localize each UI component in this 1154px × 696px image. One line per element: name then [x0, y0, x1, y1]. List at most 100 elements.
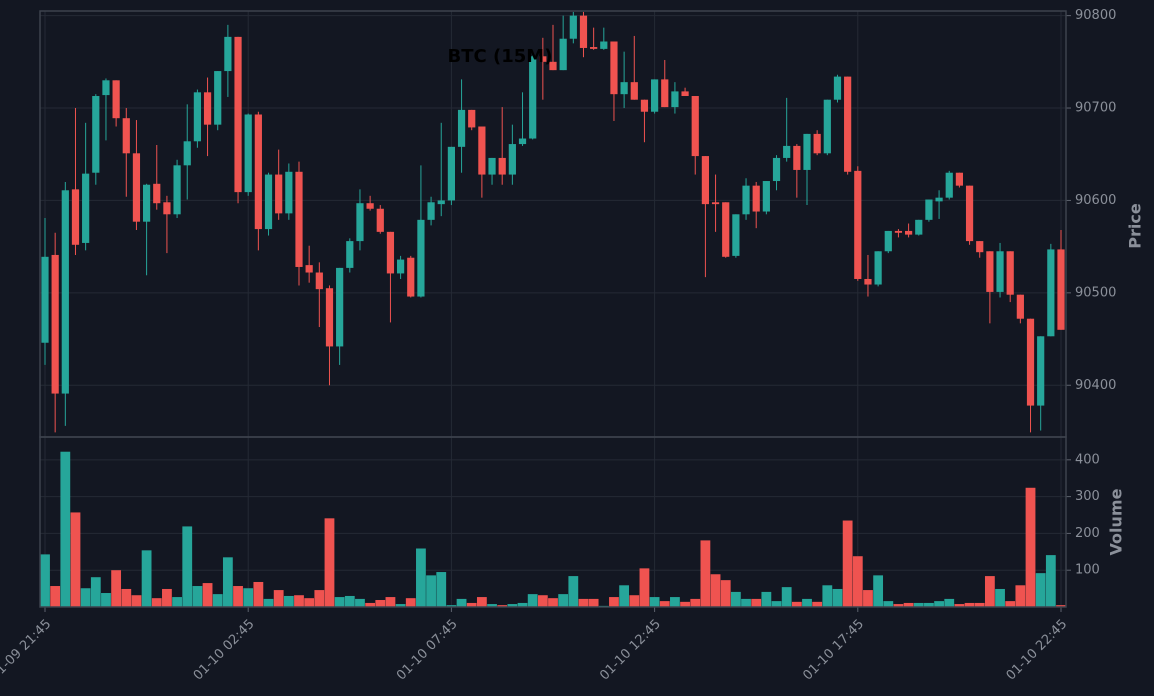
volume-bar — [852, 556, 863, 607]
volume-bar — [548, 598, 558, 607]
volume-bar — [50, 586, 61, 607]
candle-body — [752, 185, 760, 212]
volume-bar — [324, 518, 335, 607]
candle-body — [1057, 249, 1065, 330]
candle-body — [132, 153, 141, 222]
candle-body — [579, 15, 588, 48]
volume-bar — [263, 598, 274, 607]
candle-body — [884, 230, 892, 252]
candle-body — [386, 231, 395, 274]
candle-body — [112, 80, 120, 119]
candle-body — [214, 71, 222, 125]
volume-bar — [1035, 573, 1046, 607]
candle-body — [92, 96, 100, 173]
volume-bar — [90, 577, 101, 607]
candle-body — [925, 199, 933, 220]
volume-bar — [974, 602, 985, 607]
volume-bar — [426, 575, 436, 607]
y-axis-label: Price — [1126, 203, 1145, 249]
volume-bar — [639, 568, 650, 607]
volume-bar — [730, 591, 741, 607]
candle-body — [529, 56, 537, 139]
volume-bar — [192, 586, 203, 607]
volume-bar — [365, 602, 376, 607]
candle-body — [651, 79, 659, 112]
candle-body — [346, 241, 354, 268]
candle-body — [457, 109, 466, 147]
candle-body — [661, 79, 669, 108]
volume-bar — [294, 595, 304, 607]
volume-bar — [954, 604, 965, 607]
candle-body — [1037, 336, 1045, 406]
volume-bar — [873, 575, 884, 607]
volume-bar — [924, 602, 934, 607]
volume-bar — [812, 601, 823, 607]
candle-body — [813, 133, 821, 154]
volume-bar — [395, 604, 406, 607]
volume-bar — [151, 598, 162, 607]
volume-bar — [172, 597, 182, 607]
candle-body — [793, 145, 801, 170]
candle-body — [742, 185, 750, 215]
candle-body — [275, 174, 283, 214]
volume-bar — [162, 588, 172, 607]
volume-tick-label: 100 — [1075, 563, 1100, 578]
candle-body — [1006, 251, 1014, 295]
candle-body — [153, 183, 161, 204]
candle-body — [762, 181, 770, 212]
volume-bar — [832, 588, 843, 607]
candle-body — [1016, 294, 1024, 319]
candle-body — [722, 202, 730, 257]
volume-bar — [609, 597, 619, 607]
volume-tick-label: 400 — [1075, 452, 1100, 467]
volume-bar — [111, 570, 122, 607]
candle-body — [325, 288, 334, 347]
candle-body — [264, 174, 273, 230]
volume-bar — [578, 598, 589, 607]
volume-bar — [416, 548, 426, 607]
volume-bar — [659, 601, 670, 607]
volume-bar — [375, 600, 386, 607]
candle-body — [640, 99, 649, 112]
volume-bar — [497, 605, 508, 607]
candle-body — [488, 157, 496, 175]
volume-bar — [649, 597, 660, 607]
candle-body — [376, 208, 384, 232]
candle-body — [986, 251, 994, 292]
volume-bar — [741, 598, 751, 607]
volume-bar — [781, 587, 792, 607]
volume-bar — [446, 605, 457, 607]
candle-body — [935, 197, 943, 202]
volume-bar — [568, 576, 579, 607]
volume-bar — [558, 594, 569, 607]
candle-body — [498, 157, 506, 175]
volume-bar — [964, 602, 975, 607]
marks-layer — [40, 11, 1066, 607]
candle-body — [366, 203, 374, 209]
candle-body — [772, 157, 781, 182]
volume-bar — [487, 604, 497, 607]
candle-body — [701, 156, 709, 205]
volume-bar — [80, 588, 91, 607]
candle-body — [71, 189, 80, 245]
candle-body — [711, 202, 720, 205]
volume-panel-frame — [39, 436, 1067, 608]
volume-bar — [202, 583, 213, 607]
price-tick-label: 90800 — [1075, 8, 1116, 23]
volume-bar — [1045, 555, 1056, 607]
volume-bar — [507, 604, 518, 607]
candle-body — [51, 254, 59, 394]
volume-bar — [893, 604, 904, 607]
volume-bar — [751, 598, 762, 607]
volume-bar — [913, 602, 924, 607]
candle-body — [854, 170, 862, 279]
volume-bar — [690, 598, 701, 607]
volume-bar — [944, 598, 955, 607]
chart-title: BTC (15M) — [448, 46, 553, 67]
volume-bar — [761, 591, 772, 607]
candle-body — [732, 214, 740, 256]
candle-body — [122, 118, 130, 154]
volume-bar — [995, 588, 1005, 607]
candle-body — [630, 82, 638, 100]
volume-bar — [253, 581, 264, 607]
